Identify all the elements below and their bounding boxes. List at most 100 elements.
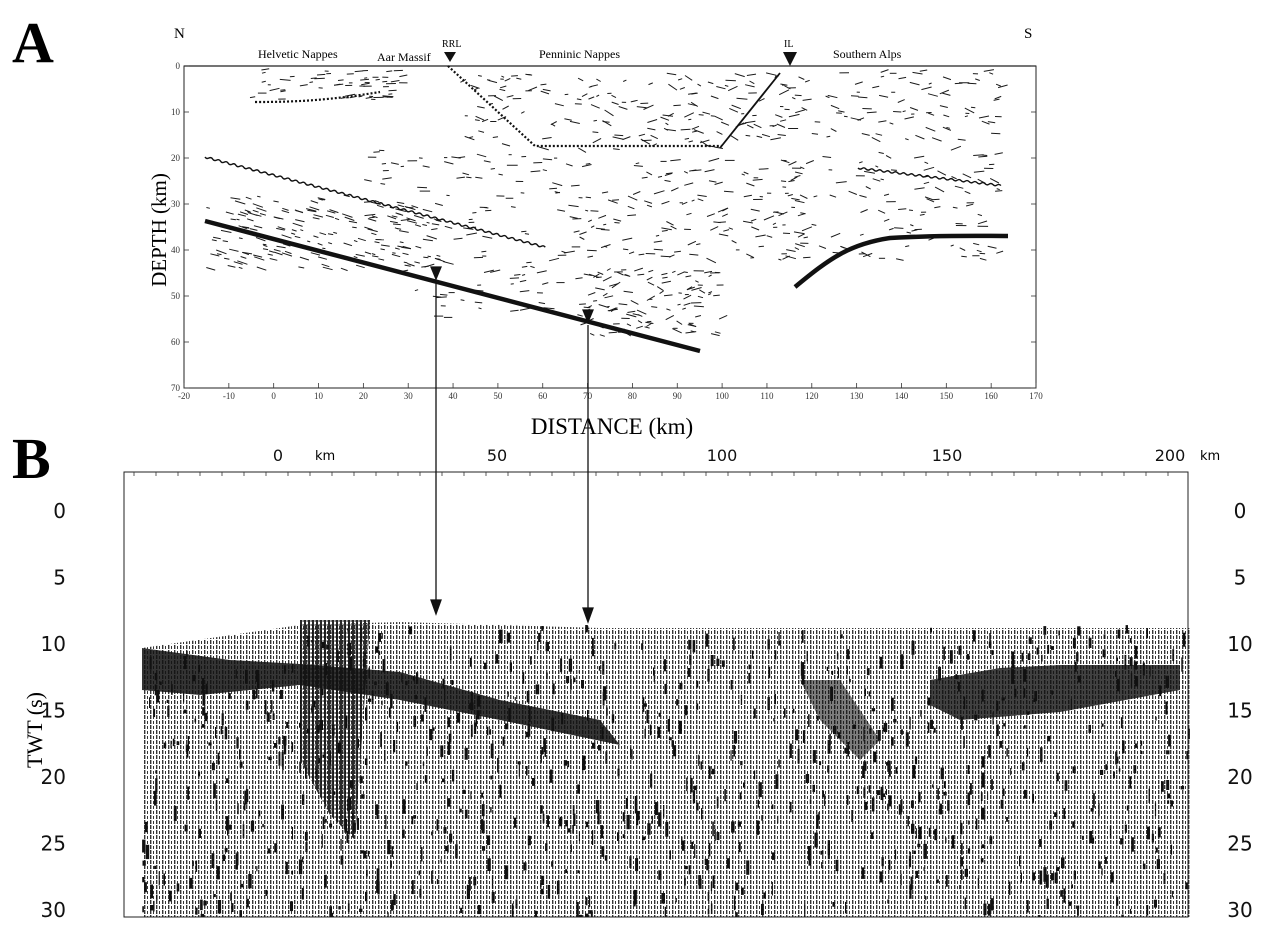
trace-wiggle — [448, 733, 452, 742]
trace-wiggle — [487, 835, 491, 846]
reflection-dash — [490, 168, 495, 170]
trace-wiggle — [482, 846, 486, 851]
reflection-dash — [469, 136, 474, 139]
trace-wiggle — [686, 777, 688, 792]
trace-wiggle — [771, 852, 776, 860]
trace-wiggle — [1122, 740, 1125, 754]
reflection-dash — [697, 194, 707, 197]
reflection-dash — [511, 75, 518, 77]
trace-wiggle — [202, 707, 206, 716]
trace-wiggle — [490, 807, 492, 813]
trace-wiggle — [977, 877, 979, 889]
trace-wiggle — [565, 869, 568, 873]
reflection-dash — [514, 274, 521, 276]
reflection-dash — [259, 213, 267, 216]
reflection-dash — [699, 289, 706, 294]
reflection-dash — [540, 83, 547, 86]
y-tick-label-left: 30 — [41, 898, 66, 922]
trace-wiggle — [422, 762, 425, 766]
reflection-dash — [603, 223, 607, 226]
trace-wiggle — [149, 697, 150, 708]
x-tick-label: 200 — [1155, 446, 1186, 465]
trace-wiggle — [973, 630, 976, 642]
trace-wiggle — [315, 769, 318, 777]
trace-wiggle — [936, 879, 939, 883]
trace-wiggle — [1077, 905, 1079, 916]
trace-wiggle — [1170, 800, 1173, 807]
reflection-dash — [753, 123, 762, 129]
reflection-dash — [659, 290, 664, 295]
reflection-dash — [661, 227, 672, 231]
arrow-heads-1 — [430, 266, 442, 616]
trace-wiggle — [696, 802, 699, 811]
reflection-dash — [858, 96, 868, 99]
reflection-dash — [680, 128, 691, 131]
trace-wiggle — [768, 666, 771, 678]
trace-wiggle — [572, 805, 575, 815]
reflection-dash — [850, 117, 862, 121]
trace-wiggle — [578, 670, 580, 674]
reflection-dash — [627, 214, 637, 217]
trace-wiggle — [1101, 723, 1104, 727]
reflection-dash — [342, 213, 353, 218]
reflection-dash — [708, 274, 712, 278]
trace-wiggle — [346, 830, 349, 843]
trace-wiggle — [923, 843, 927, 859]
reflection-dash — [878, 120, 887, 123]
reflection-dash — [437, 258, 441, 260]
trace-wiggle — [551, 717, 555, 732]
penninic-base-dotted — [447, 65, 722, 148]
trace-wiggle — [812, 750, 816, 763]
reflection-dash — [599, 334, 605, 337]
reflection-dash — [427, 255, 431, 258]
trace-wiggle — [396, 721, 399, 732]
reflection-dash — [661, 200, 670, 205]
reflection-dash — [606, 305, 610, 308]
reflection-dash — [402, 252, 409, 256]
reflection-dash — [317, 256, 328, 260]
x-tick-label: 100 — [707, 446, 738, 465]
reflection-dash — [623, 290, 633, 293]
reflection-dash — [622, 237, 633, 241]
y-tick-label-left: 5 — [53, 566, 66, 590]
trace-wiggle — [958, 645, 962, 655]
reflection-dash — [282, 207, 289, 211]
reflection-dash — [364, 213, 376, 217]
reflection-dash — [994, 152, 1003, 155]
trace-wiggle — [816, 715, 819, 721]
trace-wiggle — [1098, 861, 1101, 869]
trace-wiggle — [960, 822, 963, 835]
reflection-dash — [663, 294, 673, 297]
reflection-dash — [710, 333, 720, 337]
reflection-dash — [641, 176, 648, 179]
trace-wiggle — [469, 877, 471, 891]
reflection-dash — [894, 227, 904, 229]
reflection-dash — [696, 243, 701, 246]
reflection-dash — [371, 232, 377, 236]
trace-wiggle — [304, 831, 308, 841]
trace-wiggle — [499, 784, 502, 798]
trace-wiggle — [1109, 825, 1112, 839]
trace-wiggle — [185, 744, 188, 753]
reflection-dash — [586, 249, 597, 252]
trace-wiggle — [381, 632, 383, 639]
trace-wiggle — [464, 747, 468, 760]
reflection-dash — [925, 126, 936, 132]
reflection-dash — [399, 74, 408, 78]
trace-wiggle — [1063, 808, 1066, 819]
reflection-dash — [581, 93, 588, 98]
trace-wiggle — [222, 854, 226, 861]
reflection-dash — [959, 247, 966, 251]
trace-wiggle — [601, 846, 605, 857]
reflection-dash — [751, 226, 760, 231]
reflection-dash — [590, 104, 600, 109]
trace-wiggle — [1121, 914, 1124, 917]
reflection-dash — [510, 309, 519, 312]
trace-wiggle — [888, 859, 891, 870]
trace-wiggle — [642, 697, 645, 712]
reflection-dash — [611, 94, 617, 99]
reflection-dash — [355, 253, 365, 257]
reflection-dash — [981, 154, 988, 156]
reflection-dash — [825, 95, 830, 99]
